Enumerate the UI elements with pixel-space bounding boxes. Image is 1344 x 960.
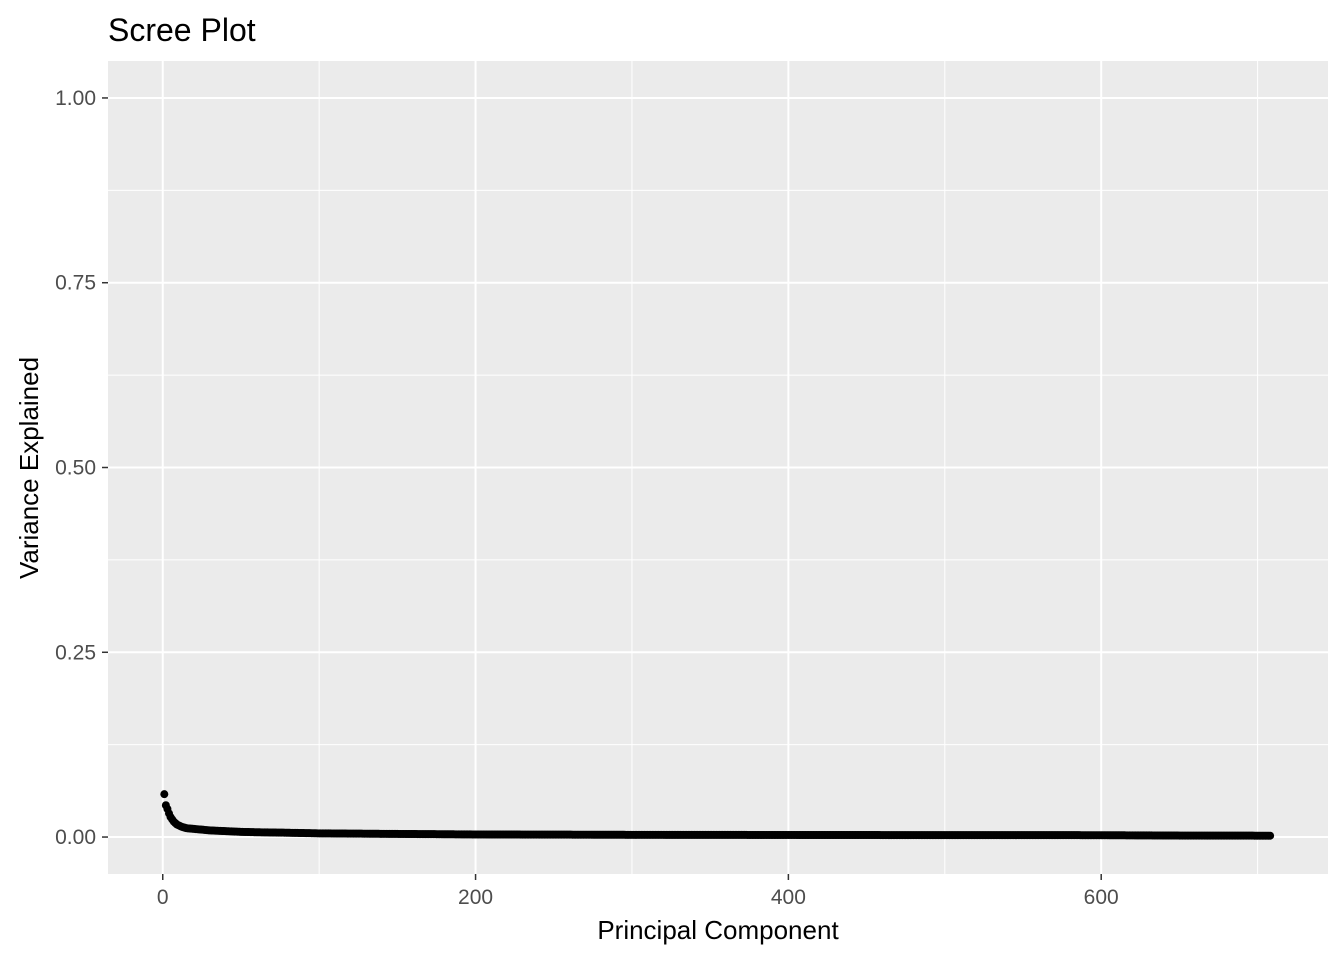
data-points <box>160 790 1275 840</box>
data-point <box>160 790 169 799</box>
major-gridlines <box>108 61 1328 874</box>
data-point <box>1266 831 1275 840</box>
x-tick-label: 600 <box>1084 886 1119 909</box>
y-tick-label: 0.75 <box>55 272 96 295</box>
y-tick-label: 0.50 <box>55 457 96 480</box>
x-axis-title: Principal Component <box>597 915 839 945</box>
x-axis: 0 200 400 600 <box>157 874 1119 909</box>
x-tick-label: 400 <box>771 886 806 909</box>
y-axis-title: Variance Explained <box>14 357 44 579</box>
y-tick-label: 0.00 <box>55 826 96 849</box>
chart-title: Scree Plot <box>108 12 256 48</box>
y-tick-label: 1.00 <box>55 87 96 110</box>
y-tick-label: 0.25 <box>55 641 96 664</box>
x-tick-label: 0 <box>157 886 169 909</box>
x-tick-label: 200 <box>458 886 493 909</box>
y-axis: 0.00 0.25 0.50 0.75 1.00 <box>55 87 108 849</box>
